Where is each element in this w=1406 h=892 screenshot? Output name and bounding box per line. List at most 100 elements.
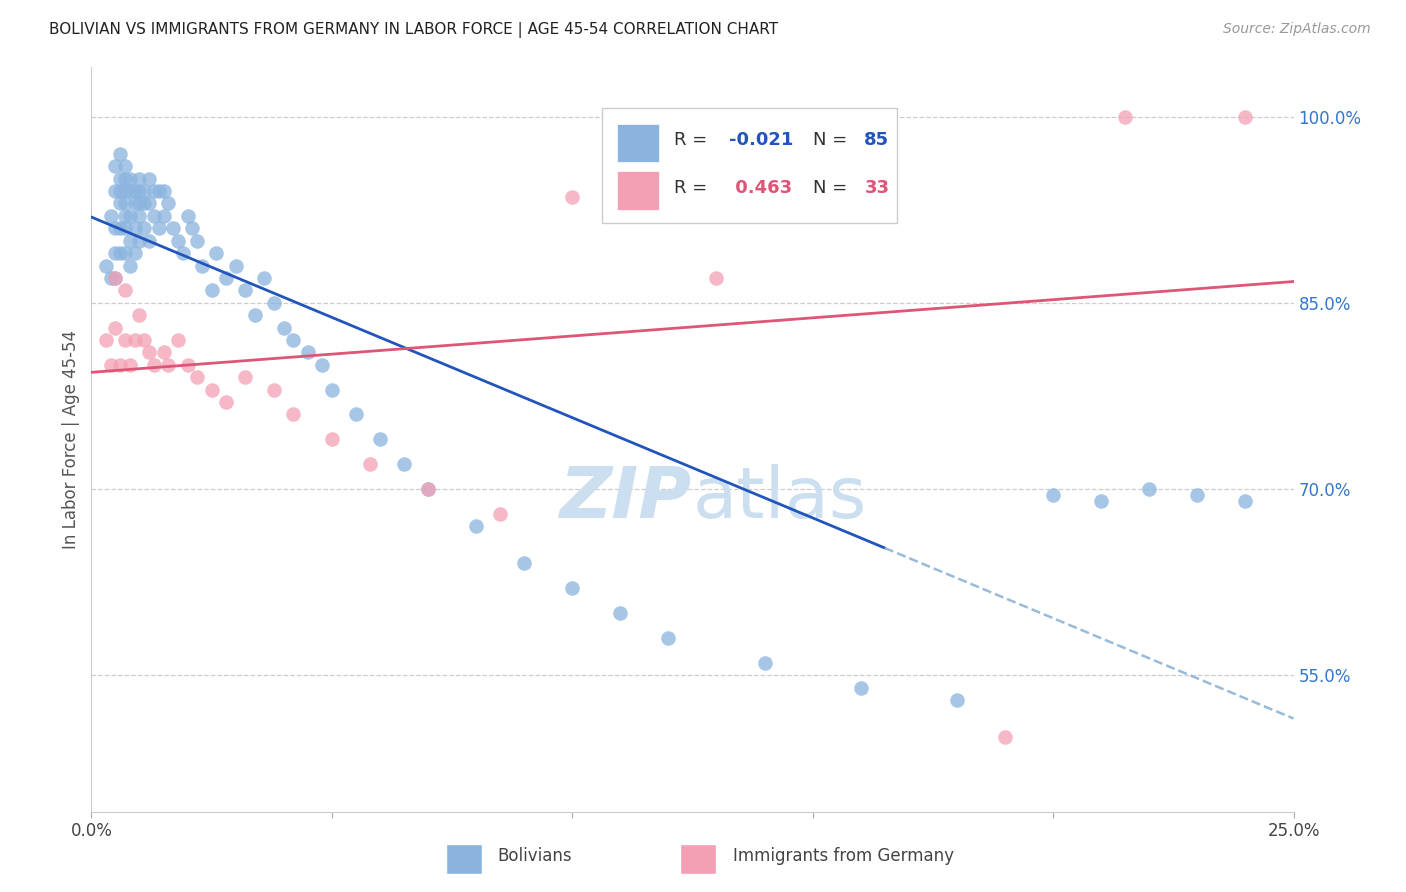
Point xyxy=(657,631,679,645)
Point xyxy=(311,358,333,372)
Point xyxy=(114,184,136,198)
Point xyxy=(110,146,132,161)
Point xyxy=(1187,488,1209,502)
Point xyxy=(100,358,122,372)
Point xyxy=(186,234,208,248)
Text: -0.021: -0.021 xyxy=(728,131,793,149)
Point xyxy=(110,184,132,198)
Point xyxy=(134,333,156,347)
Point xyxy=(157,196,180,211)
Point xyxy=(215,395,238,409)
Text: R =: R = xyxy=(675,131,713,149)
Point xyxy=(118,259,141,273)
Point xyxy=(233,370,256,384)
Point xyxy=(114,246,136,260)
Point xyxy=(138,196,160,211)
Point xyxy=(176,209,198,223)
Point xyxy=(148,221,170,235)
Point xyxy=(118,184,141,198)
Point xyxy=(94,259,117,273)
Point xyxy=(114,209,136,223)
Point xyxy=(205,246,228,260)
Point xyxy=(167,333,190,347)
Point xyxy=(186,370,208,384)
Point xyxy=(142,209,165,223)
Point xyxy=(114,196,136,211)
Point xyxy=(946,693,969,707)
Point xyxy=(152,345,174,359)
Point xyxy=(706,271,728,285)
Point xyxy=(243,308,266,322)
Point xyxy=(849,171,872,186)
Point xyxy=(114,171,136,186)
Point xyxy=(1042,488,1064,502)
Point xyxy=(225,259,247,273)
Text: ZIP: ZIP xyxy=(560,465,692,533)
Point xyxy=(110,221,132,235)
Y-axis label: In Labor Force | Age 45-54: In Labor Force | Age 45-54 xyxy=(62,330,80,549)
Point xyxy=(114,333,136,347)
Point xyxy=(142,184,165,198)
Point xyxy=(181,221,204,235)
Point xyxy=(100,271,122,285)
Point xyxy=(104,159,127,173)
FancyBboxPatch shape xyxy=(617,171,659,210)
Point xyxy=(263,383,285,397)
Point xyxy=(124,333,146,347)
Point xyxy=(124,221,146,235)
Point xyxy=(142,358,165,372)
Point xyxy=(104,271,127,285)
Point xyxy=(416,482,439,496)
Point xyxy=(110,171,132,186)
Point xyxy=(561,190,583,204)
Point xyxy=(114,159,136,173)
Point xyxy=(134,184,156,198)
Text: N =: N = xyxy=(813,178,852,196)
Point xyxy=(128,196,150,211)
Point xyxy=(754,656,776,670)
Text: BOLIVIAN VS IMMIGRANTS FROM GERMANY IN LABOR FORCE | AGE 45-54 CORRELATION CHART: BOLIVIAN VS IMMIGRANTS FROM GERMANY IN L… xyxy=(49,22,779,38)
Point xyxy=(1234,494,1257,508)
Point xyxy=(157,358,180,372)
Point xyxy=(191,259,214,273)
Point xyxy=(513,557,536,571)
Point xyxy=(124,196,146,211)
Text: atlas: atlas xyxy=(692,465,868,533)
Point xyxy=(110,246,132,260)
Point xyxy=(176,358,198,372)
Point xyxy=(994,730,1017,744)
FancyBboxPatch shape xyxy=(681,845,717,873)
Point xyxy=(128,234,150,248)
Point xyxy=(162,221,184,235)
Point xyxy=(253,271,276,285)
Point xyxy=(167,234,190,248)
Point xyxy=(110,196,132,211)
Point xyxy=(368,432,391,446)
Point xyxy=(263,295,285,310)
Point xyxy=(273,320,295,334)
Point xyxy=(134,196,156,211)
Text: Immigrants from Germany: Immigrants from Germany xyxy=(734,847,955,865)
Point xyxy=(849,681,872,695)
Point xyxy=(128,171,150,186)
Point xyxy=(609,606,631,620)
Point xyxy=(148,184,170,198)
Point xyxy=(118,234,141,248)
Point xyxy=(124,184,146,198)
Point xyxy=(104,246,127,260)
Text: 0.463: 0.463 xyxy=(728,178,792,196)
Point xyxy=(489,507,512,521)
Point xyxy=(118,209,141,223)
Point xyxy=(152,209,174,223)
Point xyxy=(104,184,127,198)
Text: 85: 85 xyxy=(865,131,890,149)
Point xyxy=(138,234,160,248)
FancyBboxPatch shape xyxy=(446,845,482,873)
Point xyxy=(114,221,136,235)
Point xyxy=(215,271,238,285)
Point xyxy=(138,171,160,186)
Point xyxy=(416,482,439,496)
Point xyxy=(128,184,150,198)
Point xyxy=(1090,494,1112,508)
Point xyxy=(561,582,583,596)
